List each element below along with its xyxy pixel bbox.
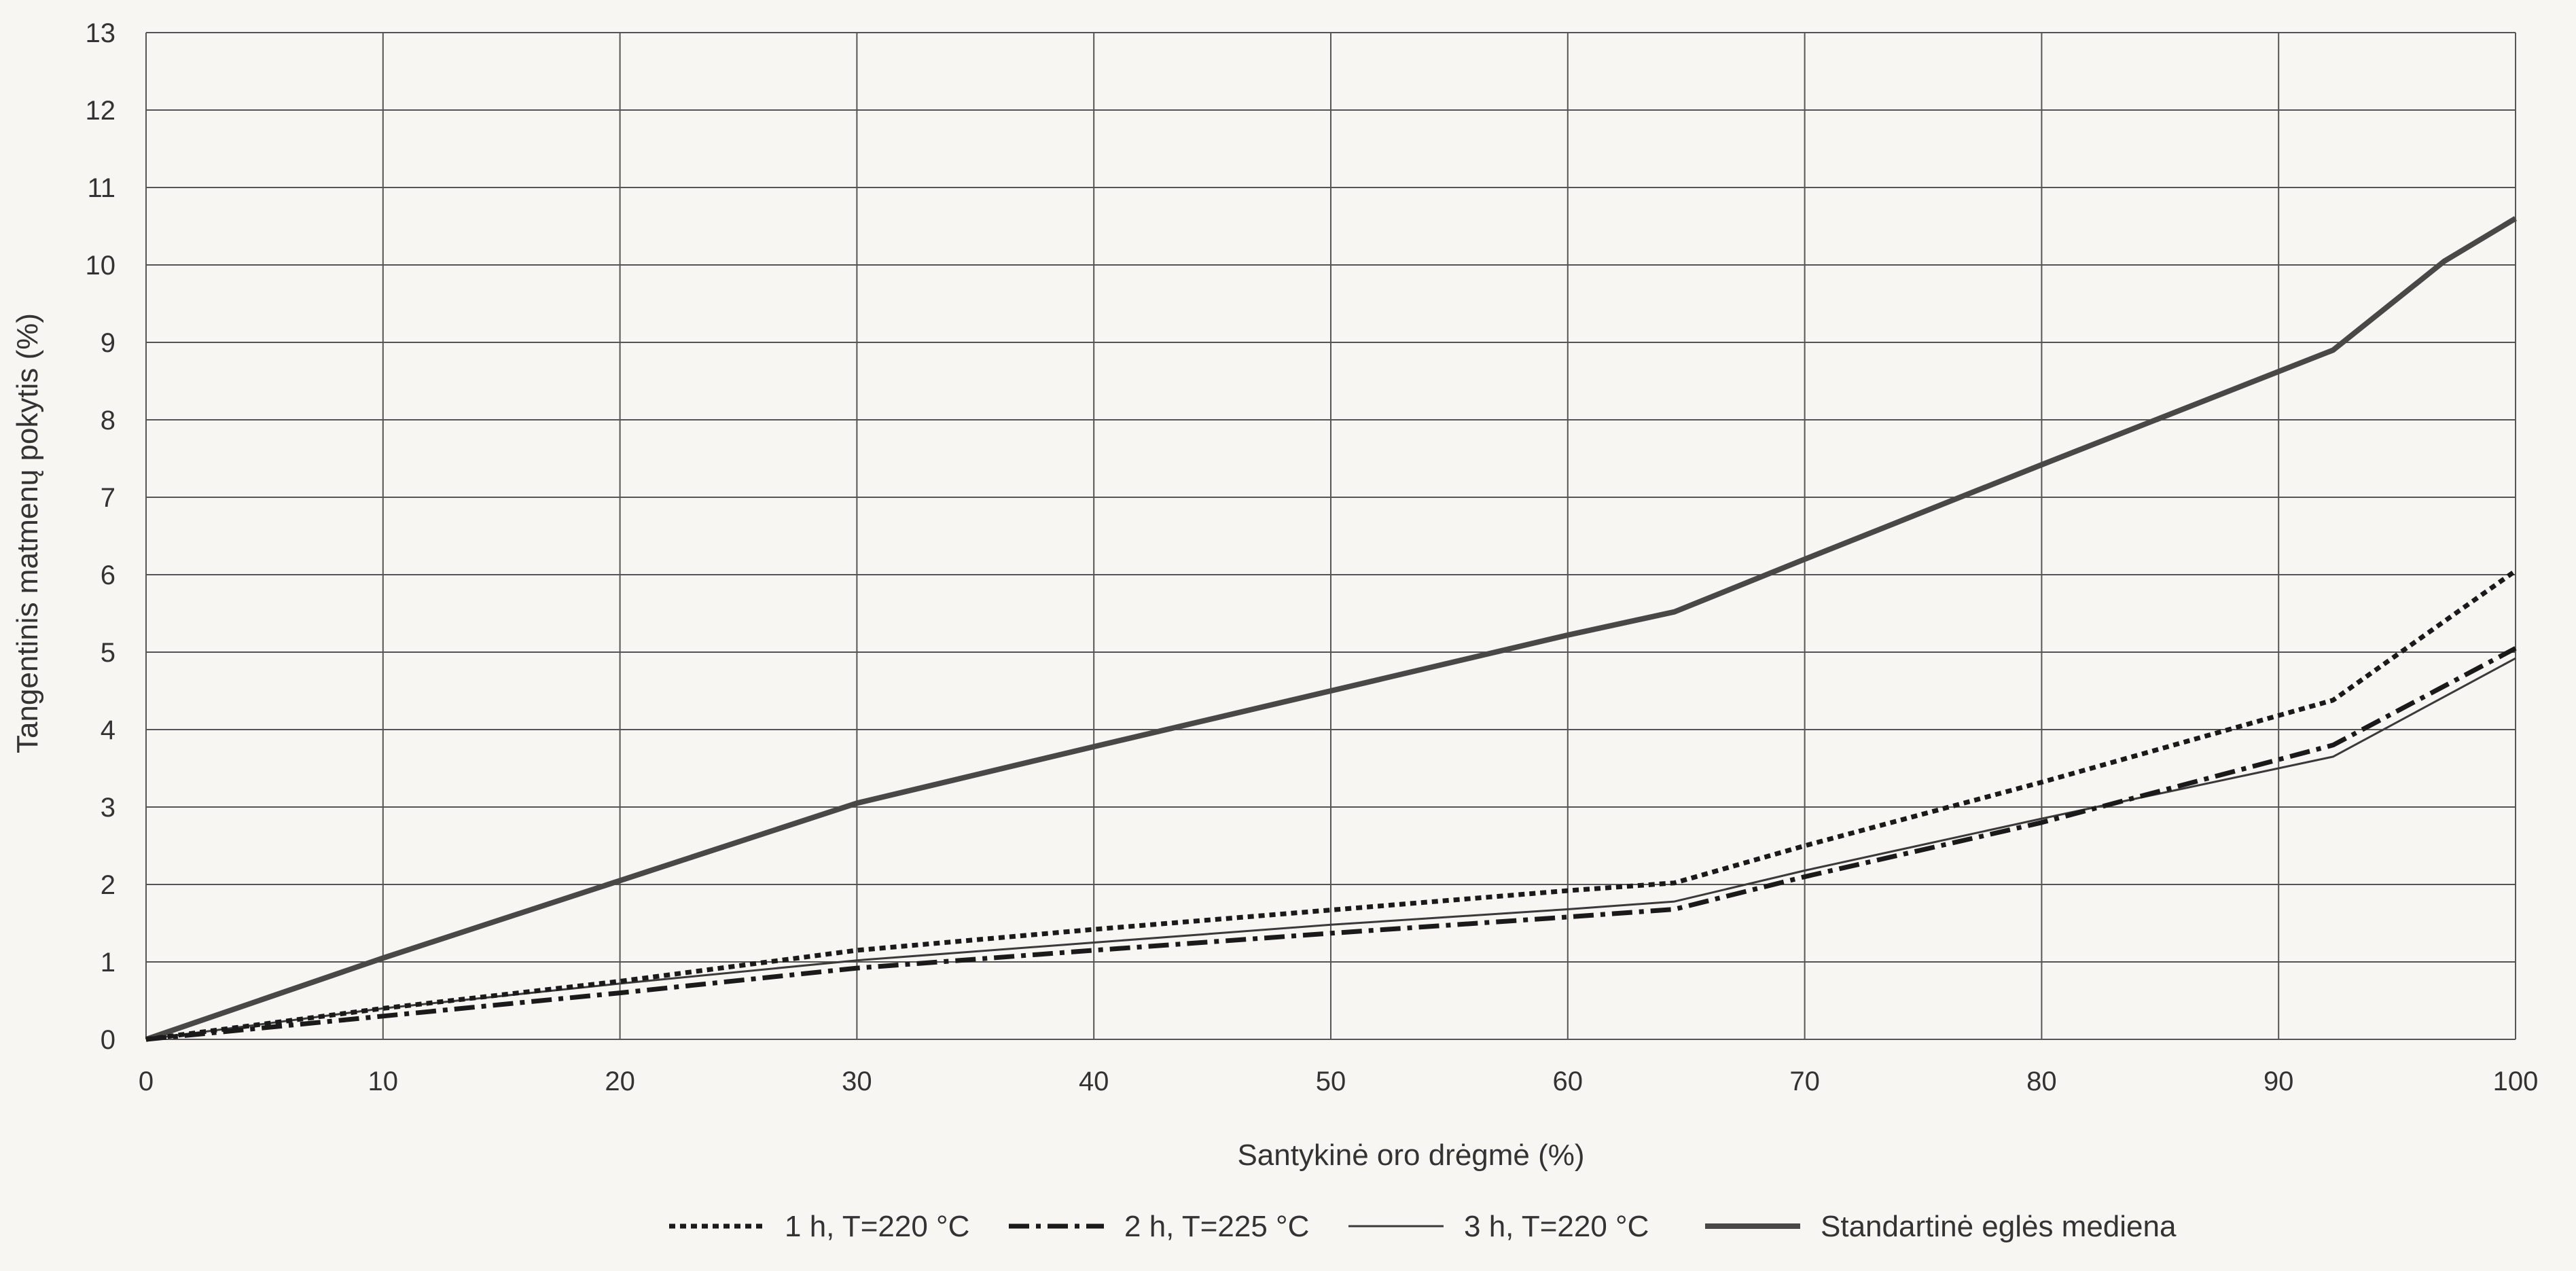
x-tick-label: 20 bbox=[605, 1067, 635, 1096]
x-tick-label: 50 bbox=[1316, 1067, 1346, 1096]
legend-label-4: Standartinė eglės mediena bbox=[1821, 1210, 2177, 1243]
y-tick-label: 3 bbox=[101, 793, 115, 823]
y-tick-label: 9 bbox=[101, 328, 115, 358]
x-axis-title: Santykinė oro drėgmė (%) bbox=[1237, 1139, 1584, 1172]
grid bbox=[145, 32, 2516, 1040]
y-tick-label: 0 bbox=[101, 1025, 115, 1055]
x-tick-label: 90 bbox=[2264, 1067, 2294, 1096]
y-tick-label: 5 bbox=[101, 638, 115, 668]
x-tick-label: 60 bbox=[1553, 1067, 1584, 1096]
y-tick-label: 4 bbox=[101, 715, 115, 745]
x-tick-label: 80 bbox=[2026, 1067, 2057, 1096]
legend-label-3: 3 h, T=220 °C bbox=[1464, 1210, 1649, 1243]
x-tick-label: 0 bbox=[139, 1067, 154, 1096]
y-axis-title: Tangentinis matmenų pokytis (%) bbox=[11, 313, 44, 753]
y-tick-label: 8 bbox=[101, 406, 115, 435]
series-line-1 bbox=[145, 569, 2518, 1042]
x-tick-label: 40 bbox=[1079, 1067, 1109, 1096]
x-tick-label: 70 bbox=[1789, 1067, 1820, 1096]
y-tick-label: 10 bbox=[86, 251, 116, 281]
y-tick-label: 6 bbox=[101, 560, 115, 590]
legend-label-1: 1 h, T=220 °C bbox=[785, 1210, 969, 1243]
series-line-2 bbox=[145, 646, 2517, 1042]
y-tick-label: 1 bbox=[101, 948, 115, 978]
y-tick-label: 2 bbox=[101, 870, 115, 900]
y-tick-label: 7 bbox=[101, 483, 115, 513]
series-line-4 bbox=[145, 216, 2518, 1042]
y-tick-label: 12 bbox=[86, 96, 116, 126]
y-tick-label: 13 bbox=[86, 18, 116, 48]
x-tick-label: 100 bbox=[2493, 1067, 2539, 1096]
y-tick-label: 11 bbox=[87, 173, 115, 203]
legend-label-2: 2 h, T=225 °C bbox=[1124, 1210, 1309, 1243]
series-lines bbox=[145, 216, 2518, 1042]
x-tick-label: 10 bbox=[368, 1067, 399, 1096]
legend: 1 h, T=220 °C 2 h, T=225 °C 3 h, T=220 °C S… bbox=[669, 1210, 2177, 1243]
x-axis-ticks: 0 10 20 30 40 50 60 70 80 90 100 bbox=[139, 1067, 2539, 1096]
x-tick-label: 30 bbox=[842, 1067, 872, 1096]
